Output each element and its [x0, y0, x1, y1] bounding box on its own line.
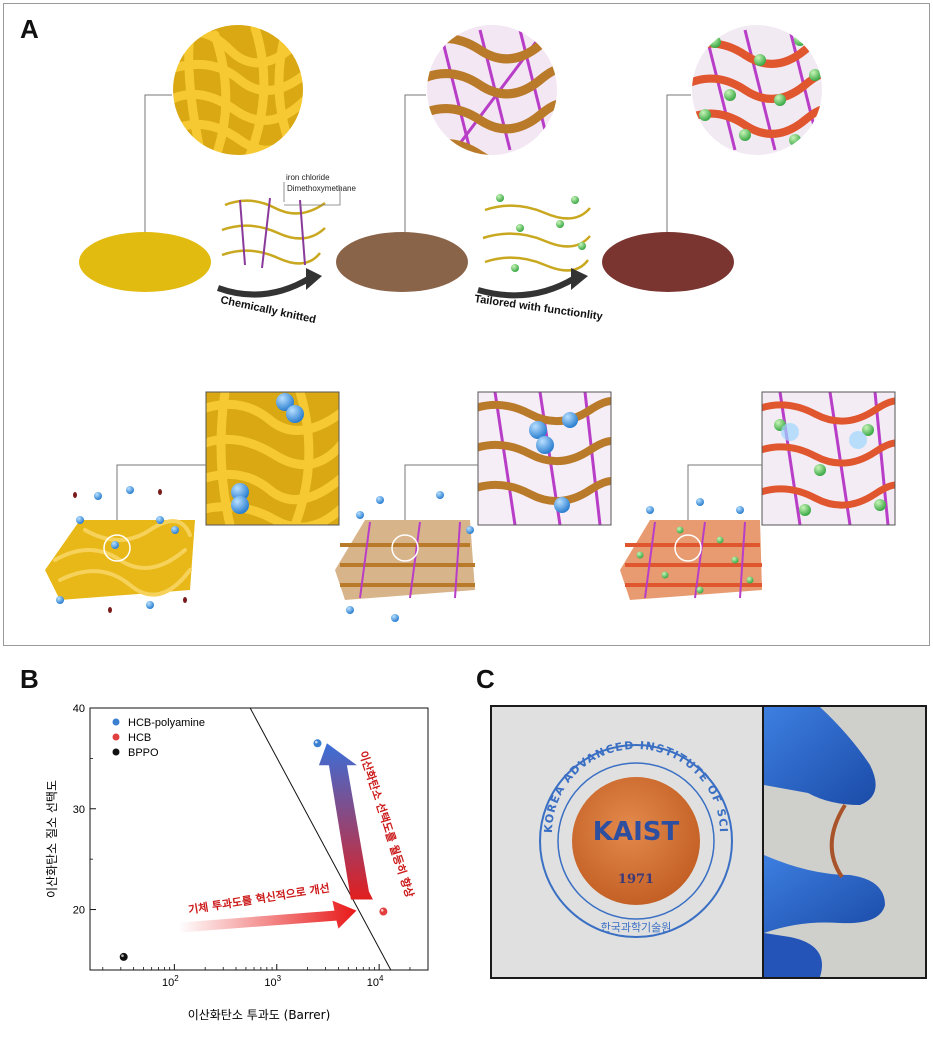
legend-marker	[112, 748, 120, 756]
membrane-block-knitted	[335, 491, 475, 622]
step-label-functionality: Tailored with functionlity	[474, 293, 605, 323]
data-point-highlight	[315, 740, 318, 744]
legend-label: HCB-polyamine	[128, 717, 205, 729]
legend-label: HCB	[128, 732, 151, 744]
x-tick-label: 104	[367, 974, 384, 989]
membrane-knitted	[336, 232, 468, 292]
panel-a-illustration: iron chloride Dimethoxymethane Chemicall…	[45, 23, 896, 622]
step-label-knitted: Chemically knitted	[219, 294, 317, 326]
panel-b-label: B	[20, 664, 39, 694]
y-tick-label: 20	[73, 905, 85, 917]
legend-marker	[112, 733, 120, 741]
panel-a-label: A	[20, 14, 39, 44]
gloved-hand	[764, 707, 885, 977]
x-tick-label: 103	[264, 974, 281, 989]
zoom-square-pristine	[205, 391, 340, 526]
permeability-arrow-label: 기체 투과도를 혁신적으로 개선	[187, 881, 330, 917]
knitting-scheme	[221, 182, 341, 269]
panel-a-frame	[3, 3, 930, 646]
membrane-pristine	[79, 232, 211, 292]
membrane-block-pristine	[45, 486, 195, 613]
y-tick-label: 40	[73, 703, 85, 715]
kaist-logo: KAIST	[593, 817, 680, 847]
zoom-circle-functionalized	[690, 23, 824, 157]
zoom-circle-knitted	[425, 23, 559, 157]
reagent-label-iron-chloride: iron chloride	[286, 173, 330, 182]
membrane-block-functionalized	[620, 498, 762, 600]
panel-c-photo: KOREA ADVANCED INSTITUTE OF SCIENCE AND …	[490, 705, 927, 979]
data-point-hcb	[379, 907, 388, 916]
functionalization-scheme	[482, 194, 591, 272]
data-point-bppo	[119, 952, 128, 961]
seal-korean-text: 한국과학기술원	[601, 921, 672, 934]
zoom-square-functionalized	[761, 391, 896, 526]
y-axis-label: 이산화탄소 질소 선택도	[45, 780, 59, 898]
selectivity-arrow	[318, 743, 373, 900]
reagent-label-dimethoxymethane: Dimethoxymethane	[287, 184, 356, 193]
zoom-square-knitted	[477, 391, 612, 526]
membrane-functionalized	[602, 232, 734, 292]
zoom-circle-pristine	[171, 23, 305, 157]
plot-frame	[89, 707, 429, 971]
x-tick-label: 102	[162, 974, 179, 989]
data-point-hcb-polyamine	[313, 739, 322, 748]
upper-bound-line	[249, 708, 392, 970]
legend-label: BPPO	[128, 747, 159, 759]
legend-marker	[112, 718, 120, 726]
seal-year: 1971	[618, 872, 654, 887]
data-point-highlight	[380, 909, 384, 912]
data-point-highlight	[121, 954, 124, 957]
y-tick-label: 30	[73, 804, 85, 816]
x-axis-label: 이산화탄소 투과도 (Barrer)	[188, 1008, 331, 1022]
bent-membrane	[829, 803, 847, 879]
panel-b-chart: 기체 투과도를 혁신적으로 개선 이산화탄소 선택도를 월등히 향상 102 103…	[45, 703, 429, 1022]
membrane-disc	[572, 777, 700, 905]
panel-c-label: C	[476, 664, 495, 694]
permeability-arrow	[178, 900, 357, 933]
